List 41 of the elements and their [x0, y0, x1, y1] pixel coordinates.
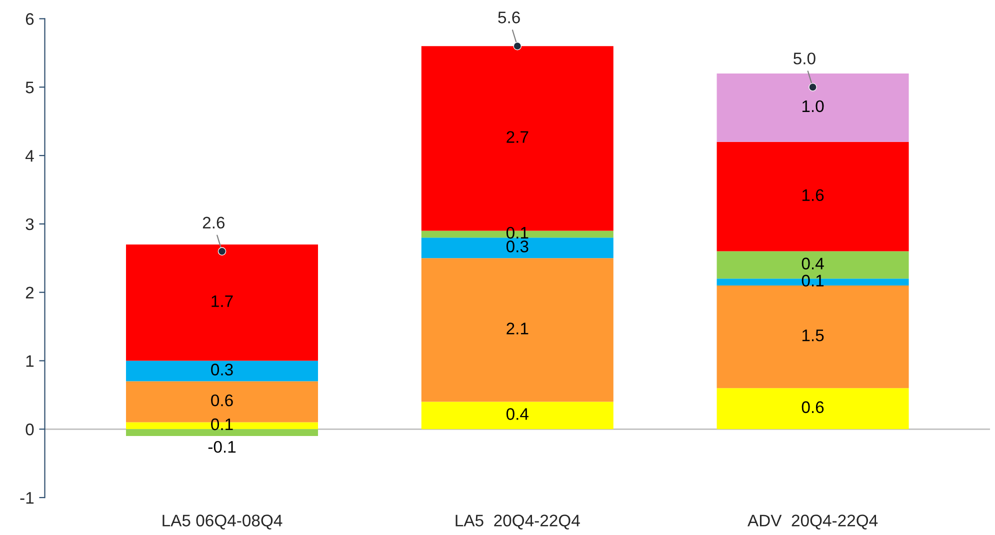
data-label: 5.6 — [498, 12, 520, 24]
data-label: 2.1 — [506, 322, 528, 334]
bar — [126, 244, 318, 361]
bar — [716, 388, 909, 430]
data-label: 5.0 — [794, 52, 816, 64]
data-label: 1.6 — [802, 189, 824, 202]
data-label: 0.4 — [802, 258, 824, 270]
data-label: 0.3 — [211, 364, 233, 376]
bar — [716, 286, 909, 388]
point — [513, 42, 522, 50]
bar — [421, 238, 614, 258]
x-tick-label: LA5 06Q4-08Q4 — [162, 514, 282, 530]
y-tick-label: 1 — [26, 355, 34, 367]
data-label: -0.1 — [208, 440, 236, 453]
bar — [716, 73, 909, 142]
data-label: 1.7 — [212, 295, 233, 307]
bar — [126, 360, 318, 382]
data-label: 0.6 — [211, 394, 233, 406]
data-label: 1.5 — [802, 330, 824, 342]
x-tick-label: LA5 20Q4-22Q4 — [456, 514, 580, 530]
data-label: 0.1 — [211, 418, 233, 430]
bar — [126, 429, 318, 436]
y-tick-label: 2 — [26, 286, 34, 298]
data-label: 1.0 — [802, 100, 824, 112]
y-tick-label: 4 — [25, 150, 34, 162]
data-label: 0.4 — [506, 408, 528, 420]
y-tick-label: 6 — [26, 13, 34, 25]
y-tick-label: 0 — [26, 424, 34, 436]
data-label: 0.3 — [506, 240, 528, 252]
data-label: 2.6 — [202, 216, 225, 229]
data-label: 2.7 — [506, 131, 528, 143]
x-tick-label: ADV 20Q4-22Q4 — [748, 514, 878, 530]
point — [218, 247, 226, 256]
y-tick-label: 5 — [26, 82, 34, 94]
y-tick-label: -1 — [20, 492, 34, 504]
bar — [421, 402, 614, 430]
point — [808, 82, 817, 92]
bar — [421, 258, 614, 402]
y-tick-label: 3 — [26, 218, 34, 230]
bar — [716, 142, 909, 252]
data-label: 0.6 — [802, 401, 824, 414]
